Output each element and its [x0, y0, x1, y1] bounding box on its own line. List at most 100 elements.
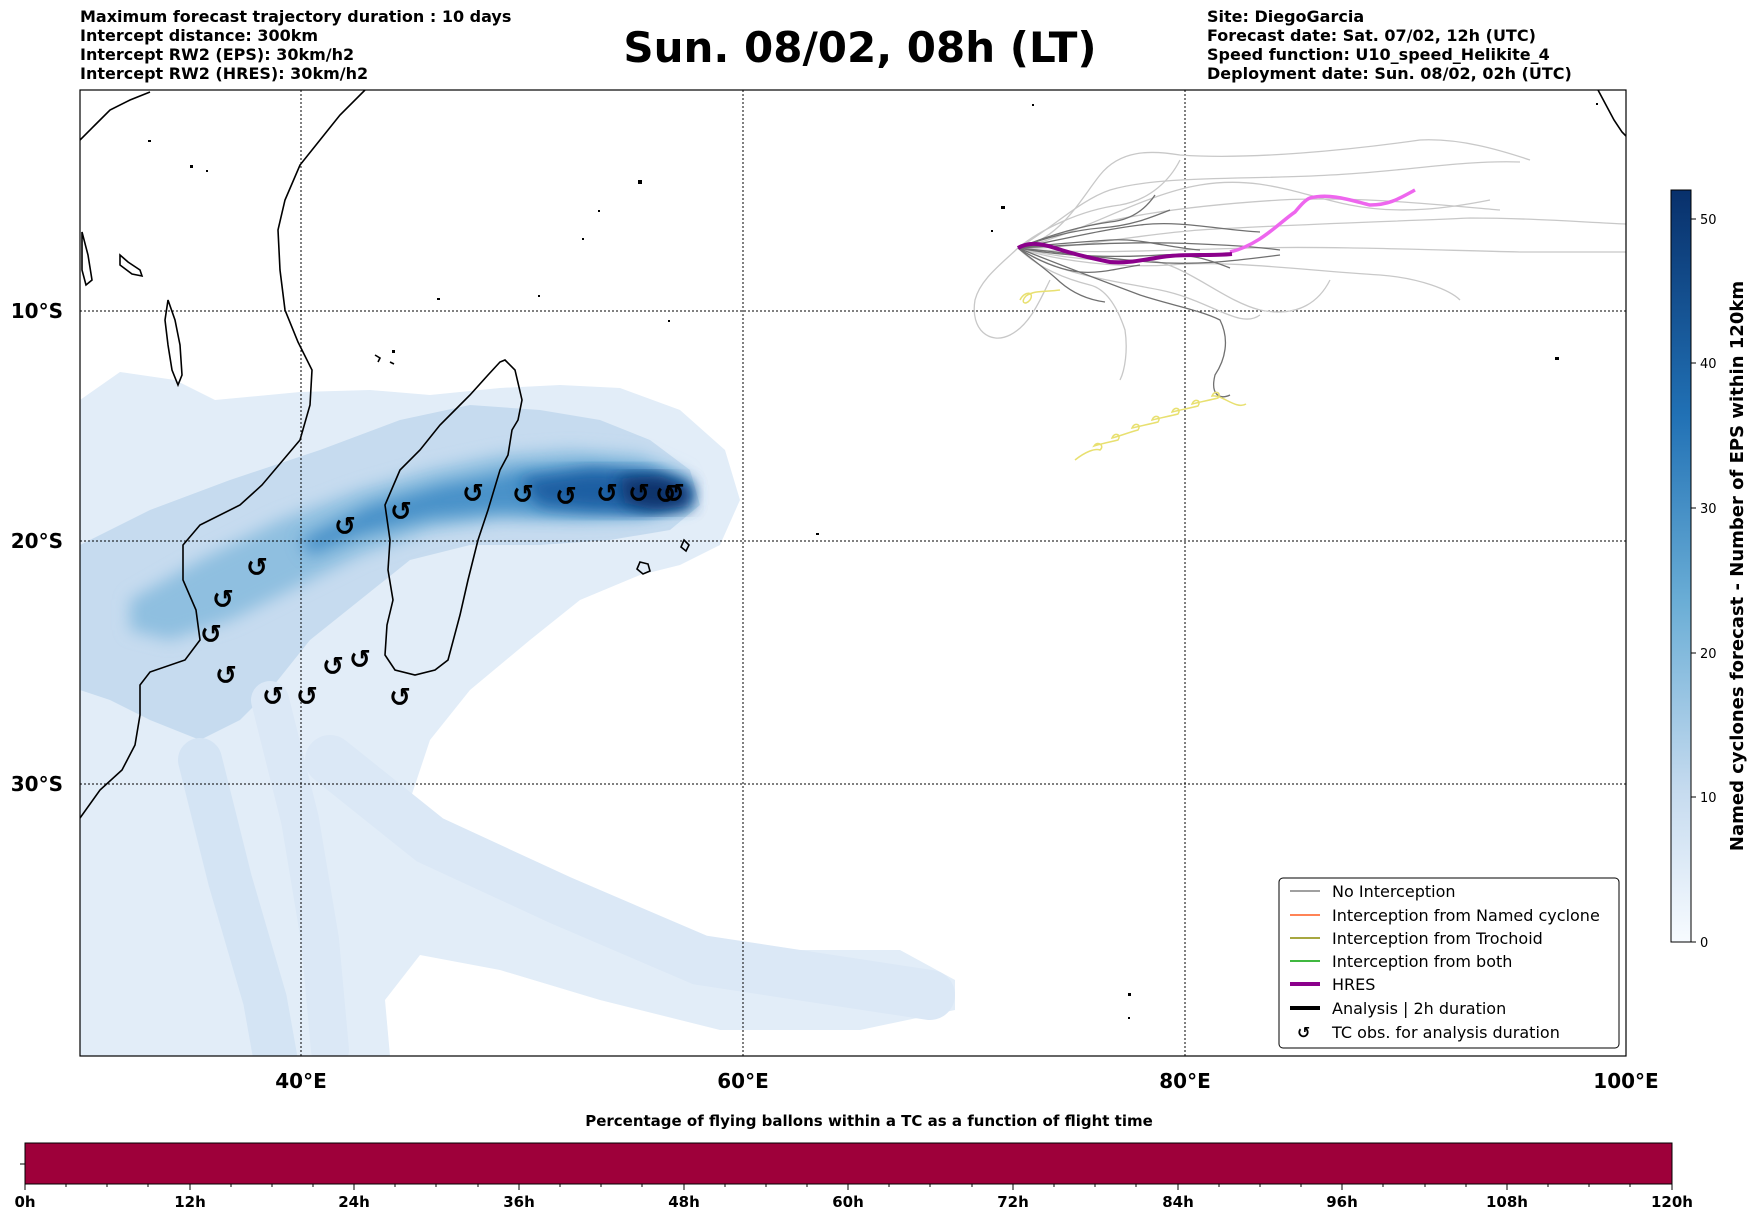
- header-deployment-date: Deployment date: Sun. 08/02, 02h (UTC): [1207, 64, 1572, 83]
- tc-obs-icon: ↺: [334, 512, 356, 542]
- colorbar-right-tick-20: 20: [1700, 647, 1717, 662]
- eps-trajectory-light: [1017, 181, 1491, 249]
- legend-label-tc-obs: TC obs. for analysis duration: [1331, 1023, 1560, 1042]
- no-interception-trajectory: [1017, 247, 1281, 264]
- tc-obs-icon: ↺: [296, 682, 318, 712]
- eps-trajectory-light: [1017, 246, 1626, 253]
- island-dot: [1596, 103, 1598, 105]
- legend-label-trochoid: Interception from Trochoid: [1332, 929, 1543, 948]
- eps-trajectories-no-interception: [1017, 194, 1281, 398]
- lon-tick-60e: 60°E: [717, 1069, 769, 1093]
- legend-tc-obs-icon: ↺: [1297, 1023, 1310, 1042]
- lat-tick-20s: 20°S: [11, 529, 63, 553]
- eps-density-south-track-3: [305, 735, 955, 1020]
- colorbar-bottom-tick-36h: 36h: [503, 1193, 535, 1211]
- eps-density-south-track-1: [251, 681, 349, 1056]
- lat-tick-30s: 30°S: [11, 772, 63, 796]
- colorbar-bottom-tick-48h: 48h: [668, 1193, 700, 1211]
- no-interception-trajectory: [1017, 194, 1156, 249]
- lake-tanganyika-coastline: [81, 231, 93, 287]
- map-frame: [79, 89, 1627, 1057]
- legend-label-no-interception: No Interception: [1332, 882, 1456, 901]
- colorbar-bottom-tick-0h: 0h: [14, 1193, 35, 1211]
- island-dot: [991, 230, 993, 232]
- island-dot: [582, 238, 584, 240]
- colorbar-bottom-tick-12h: 12h: [174, 1193, 206, 1211]
- colorbar-bottom-title: Percentage of flying ballons within a TC…: [585, 1112, 1153, 1130]
- analysis-tc-track: [1074, 391, 1247, 461]
- eps-trajectory-light: [1017, 139, 1531, 249]
- lon-tick-80e: 80°E: [1159, 1069, 1211, 1093]
- map-content: ↺ ↺ ↺ ↺ ↺ ↺ ↺ ↺ ↺ ↺ ↺ ↺ ↺ ↺ ↺ ↺ ↺ ↺: [80, 90, 1626, 1056]
- tc-obs-icon: ↺: [389, 683, 411, 713]
- colorbar-right-tick-labels: 0 10 20 30 40 50: [1700, 213, 1717, 951]
- island-dot: [668, 320, 670, 322]
- tc-obs-icon: ↺: [655, 480, 677, 510]
- island-dot: [1128, 993, 1131, 996]
- tc-obs-icon: ↺: [663, 479, 685, 509]
- colorbar-bottom-bar: [24, 1142, 1673, 1185]
- header-right: Site: DiegoGarcia Forecast date: Sat. 07…: [1207, 7, 1572, 83]
- header-speed-function: Speed function: U10_speed_Helikite_4: [1207, 45, 1550, 64]
- colorbar-bottom-tick-84h: 84h: [1162, 1193, 1194, 1211]
- colorbar-right-tick-0: 0: [1700, 936, 1708, 951]
- no-interception-trajectory: [1017, 247, 1231, 398]
- colorbar-right-label: Named cyclones forecast - Number of EPS …: [1727, 281, 1748, 851]
- colorbar-right-tick-40: 40: [1700, 357, 1717, 372]
- coastlines: [80, 90, 690, 819]
- eps-density-field: [80, 372, 955, 1056]
- page-title: Sun. 08/02, 08h (LT): [623, 23, 1097, 72]
- eps-trajectory-light: [1017, 217, 1626, 249]
- eps-density-south-track-2: [178, 738, 297, 1056]
- header-duration: Maximum forecast trajectory duration : 1…: [80, 7, 512, 26]
- colorbar-bottom-tick-120h: 120h: [1651, 1193, 1693, 1211]
- eps-trajectory-light: [1017, 159, 1181, 249]
- no-interception-trajectory: [1017, 247, 1106, 303]
- island-dot: [816, 533, 819, 535]
- colorbar-bottom-tick-72h: 72h: [997, 1193, 1029, 1211]
- eps-trajectory-light: [1017, 247, 1127, 381]
- lake-malawi-coastline: [164, 299, 183, 388]
- legend-label-analysis: Analysis | 2h duration: [1332, 999, 1506, 1018]
- tc-obs-icon: ↺: [462, 479, 484, 509]
- colorbar-right-tick-30: 30: [1700, 502, 1717, 517]
- tc-obs-icon: ↺: [200, 620, 222, 650]
- island-dot: [598, 210, 600, 212]
- tc-obs-icon: ↺: [262, 682, 284, 712]
- africa-coastline: [80, 90, 366, 819]
- colorbar-right-tick-50: 50: [1700, 213, 1717, 228]
- lat-tick-10s: 10°S: [11, 299, 63, 323]
- tc-obs-icon: ↺: [349, 645, 371, 675]
- mauritius-coastline: [680, 538, 690, 553]
- cocos-islands: [1555, 357, 1559, 360]
- header-forecast-date: Forecast date: Sat. 07/02, 12h (UTC): [1207, 26, 1536, 45]
- island-dot: [206, 170, 208, 172]
- colorbar-bottom-tick-60h: 60h: [832, 1193, 864, 1211]
- no-interception-trajectory: [1017, 222, 1261, 249]
- no-interception-trajectory: [1017, 209, 1171, 249]
- java-coastline: [1597, 90, 1626, 137]
- small-islands: [148, 103, 1598, 1019]
- legend-label-hres: HRES: [1332, 975, 1375, 994]
- reunion-coastline: [636, 561, 651, 575]
- header-left: Maximum forecast trajectory duration : 1…: [80, 7, 511, 83]
- colorbar-bottom-tick-108h: 108h: [1486, 1193, 1528, 1211]
- legend: No Interception Interception from Named …: [1278, 877, 1620, 1049]
- comoros-coastline: [374, 354, 395, 365]
- tc-obs-icon: ↺: [555, 482, 577, 512]
- island-dot: [538, 295, 540, 297]
- island-dot: [1032, 104, 1034, 106]
- hres-trajectory-late: [1229, 188, 1416, 254]
- island-dot: [148, 140, 151, 142]
- colorbar-right-ticks: [1691, 218, 1696, 943]
- lon-tick-100e: 100°E: [1593, 1069, 1658, 1093]
- eps-trajectory-light: [1017, 247, 1461, 301]
- tc-obs-icon: ↺: [246, 553, 268, 583]
- island-dot: [190, 165, 193, 168]
- island-dot: [392, 350, 395, 353]
- lake-victoria-coastline: [119, 253, 144, 278]
- legend-box: [1278, 877, 1620, 1049]
- colorbar-bottom-minor-ticks: [65, 1184, 1631, 1187]
- africa-horn-coastline: [80, 91, 151, 141]
